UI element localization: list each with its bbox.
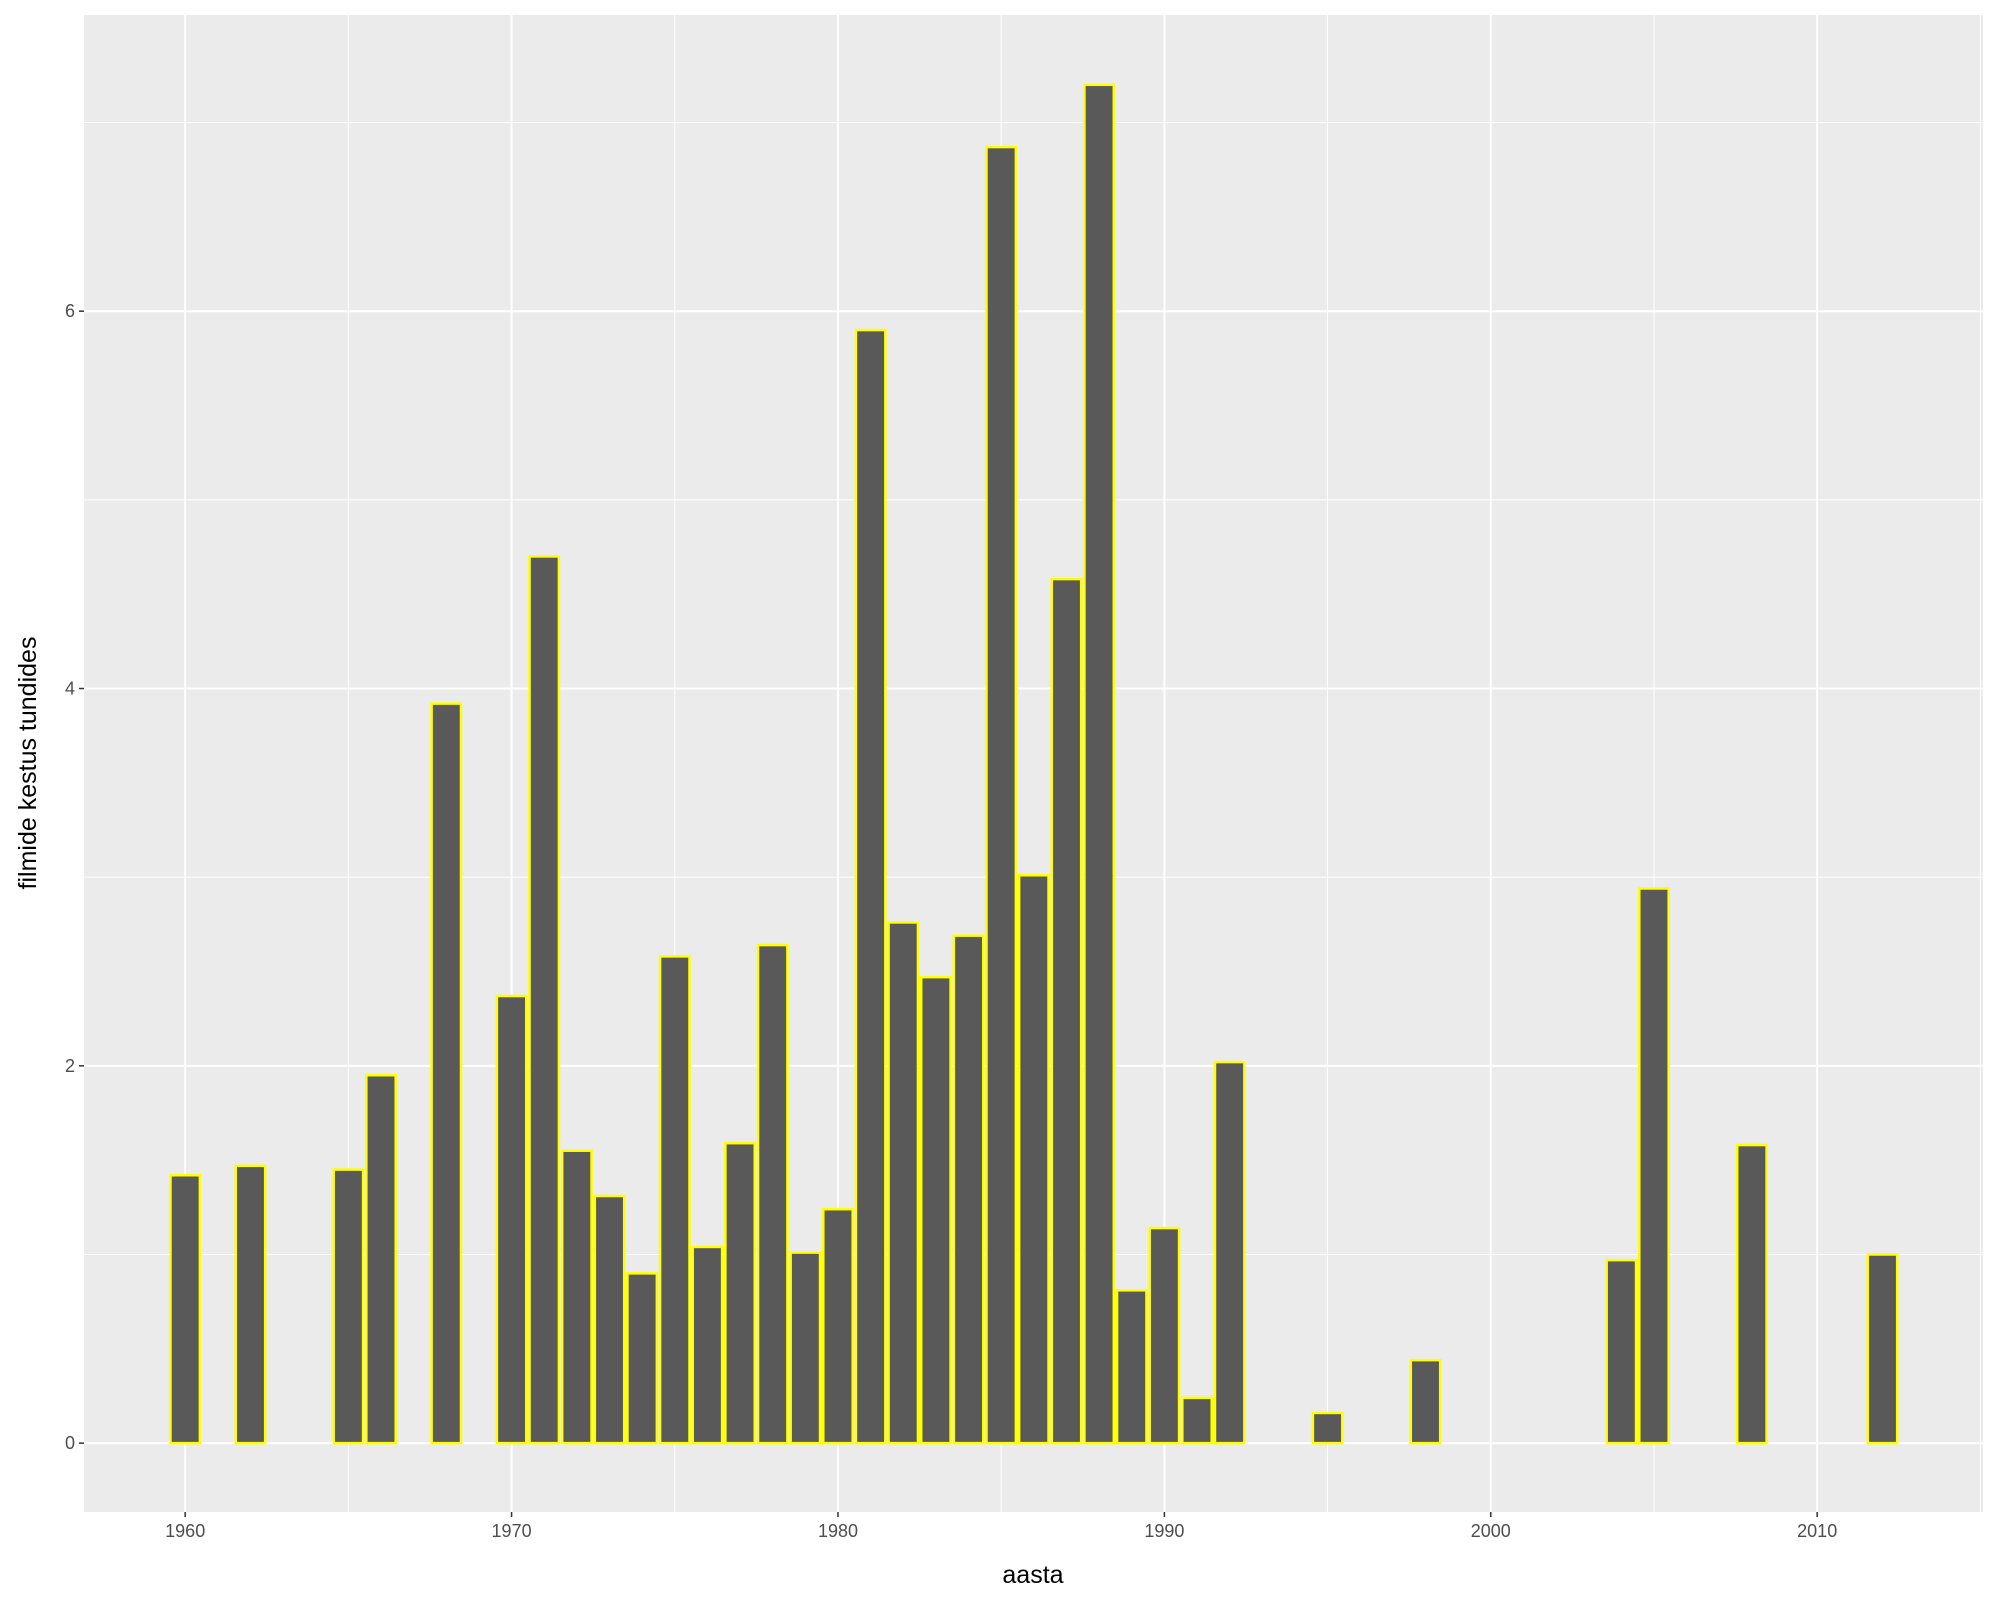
- bar: [593, 1194, 626, 1445]
- bar: [495, 994, 528, 1445]
- bar: [919, 975, 952, 1445]
- bar: [756, 943, 789, 1445]
- x-tick-label: 2000: [1471, 1521, 1511, 1541]
- bar: [1638, 887, 1670, 1445]
- x-tick-label: 2010: [1797, 1521, 1837, 1541]
- bar: [1050, 577, 1083, 1445]
- x-tick-label: 1990: [1144, 1521, 1184, 1541]
- bar: [1017, 874, 1050, 1445]
- bar: [724, 1141, 757, 1445]
- bar: [169, 1173, 202, 1445]
- bar: [691, 1245, 724, 1445]
- bar: [1115, 1289, 1148, 1445]
- y-axis-title: filmide kestus tundides: [14, 637, 42, 890]
- bar: [1213, 1060, 1246, 1445]
- bar: [887, 921, 920, 1445]
- bar: [234, 1164, 267, 1445]
- bar: [1409, 1358, 1442, 1445]
- bar: [365, 1074, 397, 1445]
- bar: [952, 934, 985, 1445]
- bar: [1866, 1253, 1899, 1445]
- bar: [1605, 1258, 1638, 1445]
- bar: [985, 145, 1018, 1445]
- y-tick-label: 4: [65, 679, 75, 699]
- bar: [854, 328, 887, 1445]
- y-tick-label: 2: [65, 1056, 75, 1076]
- bar: [332, 1168, 365, 1445]
- bar: [430, 702, 463, 1445]
- bar: [560, 1149, 593, 1445]
- bar: [626, 1272, 659, 1445]
- bar: [1148, 1226, 1181, 1445]
- x-tick-label: 1970: [492, 1521, 532, 1541]
- y-tick-label: 6: [65, 301, 75, 321]
- bar: [528, 555, 561, 1445]
- y-tick-label: 0: [65, 1433, 75, 1453]
- bar: [1735, 1143, 1768, 1445]
- bar: [1311, 1411, 1344, 1445]
- bar: [822, 1207, 854, 1445]
- x-tick-label: 1980: [818, 1521, 858, 1541]
- bar: [658, 955, 691, 1445]
- x-axis-title: aasta: [1002, 1561, 1063, 1589]
- bar: [1181, 1396, 1213, 1445]
- bar: [789, 1251, 822, 1445]
- x-tick-label: 1960: [165, 1521, 205, 1541]
- bar: [1083, 83, 1116, 1445]
